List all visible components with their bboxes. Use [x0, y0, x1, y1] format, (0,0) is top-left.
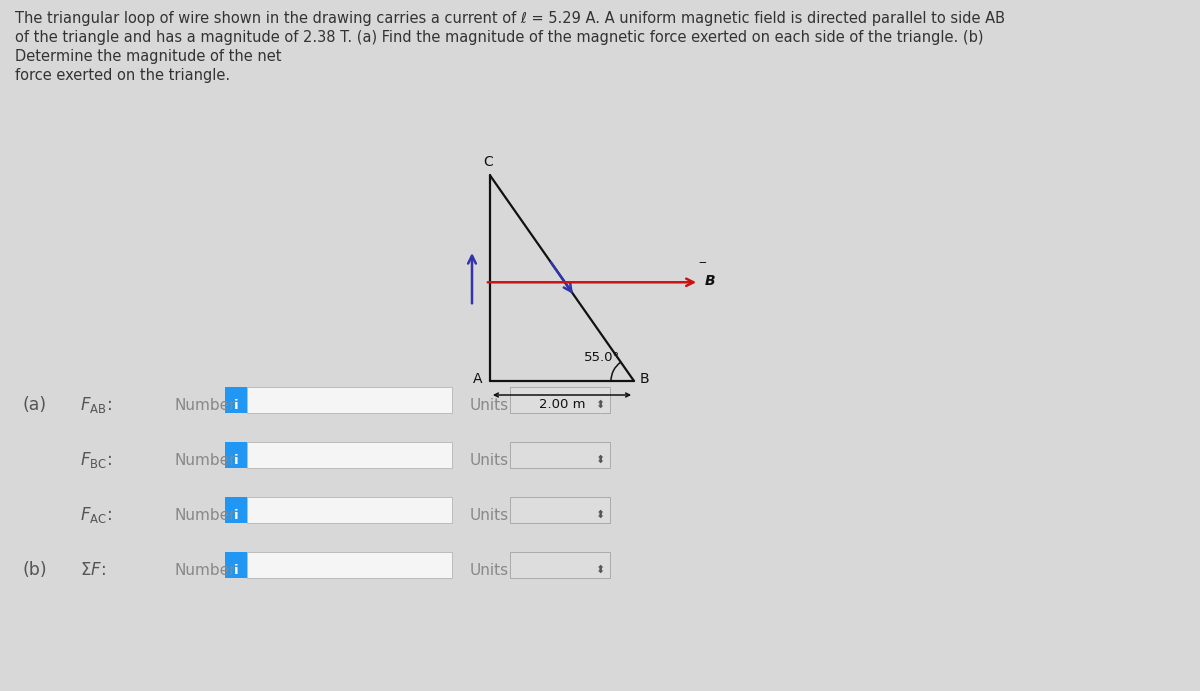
Text: 55.0°: 55.0° — [583, 350, 620, 363]
Text: Number: Number — [175, 453, 236, 468]
Text: B: B — [640, 372, 649, 386]
Text: Units: Units — [470, 562, 509, 578]
Text: The triangular loop of wire shown in the drawing carries a current of ℓ = 5.29 A: The triangular loop of wire shown in the… — [14, 11, 1006, 26]
Text: (a): (a) — [22, 396, 46, 414]
Text: Number: Number — [175, 398, 236, 413]
Text: $F_{\rm AC}$:: $F_{\rm AC}$: — [80, 505, 112, 525]
FancyBboxPatch shape — [226, 387, 247, 413]
FancyBboxPatch shape — [247, 497, 452, 523]
Text: Determine the magnitude of the net: Determine the magnitude of the net — [14, 49, 282, 64]
Text: Units: Units — [470, 508, 509, 522]
FancyBboxPatch shape — [247, 552, 452, 578]
Text: force exerted on the triangle.: force exerted on the triangle. — [14, 68, 230, 83]
Text: i: i — [234, 509, 239, 522]
Text: i: i — [234, 454, 239, 466]
FancyBboxPatch shape — [510, 387, 610, 413]
FancyBboxPatch shape — [247, 442, 452, 468]
Text: ⬍: ⬍ — [595, 455, 605, 465]
FancyBboxPatch shape — [510, 552, 610, 578]
Text: $F_{\rm BC}$:: $F_{\rm BC}$: — [80, 451, 112, 470]
Text: $F_{\rm AB}$:: $F_{\rm AB}$: — [80, 395, 112, 415]
Text: (b): (b) — [22, 561, 47, 579]
Text: C: C — [484, 155, 493, 169]
Text: ⬍: ⬍ — [595, 400, 605, 410]
FancyBboxPatch shape — [510, 497, 610, 523]
Text: Units: Units — [470, 398, 509, 413]
Text: 2.00 m: 2.00 m — [539, 398, 586, 411]
Text: A: A — [473, 372, 482, 386]
Text: Number: Number — [175, 562, 236, 578]
Text: i: i — [234, 564, 239, 577]
Text: Units: Units — [470, 453, 509, 468]
Text: $\Sigma F$:: $\Sigma F$: — [80, 561, 106, 579]
Text: of the triangle and has a magnitude of 2.38 T. (a) Find the magnitude of the mag: of the triangle and has a magnitude of 2… — [14, 30, 984, 45]
Text: B: B — [706, 274, 715, 288]
Text: ⬍: ⬍ — [595, 565, 605, 575]
FancyBboxPatch shape — [247, 387, 452, 413]
FancyBboxPatch shape — [226, 442, 247, 468]
FancyBboxPatch shape — [226, 552, 247, 578]
Text: Number: Number — [175, 508, 236, 522]
Text: i: i — [234, 399, 239, 412]
Text: ⬍: ⬍ — [595, 510, 605, 520]
FancyBboxPatch shape — [510, 442, 610, 468]
FancyBboxPatch shape — [226, 497, 247, 523]
